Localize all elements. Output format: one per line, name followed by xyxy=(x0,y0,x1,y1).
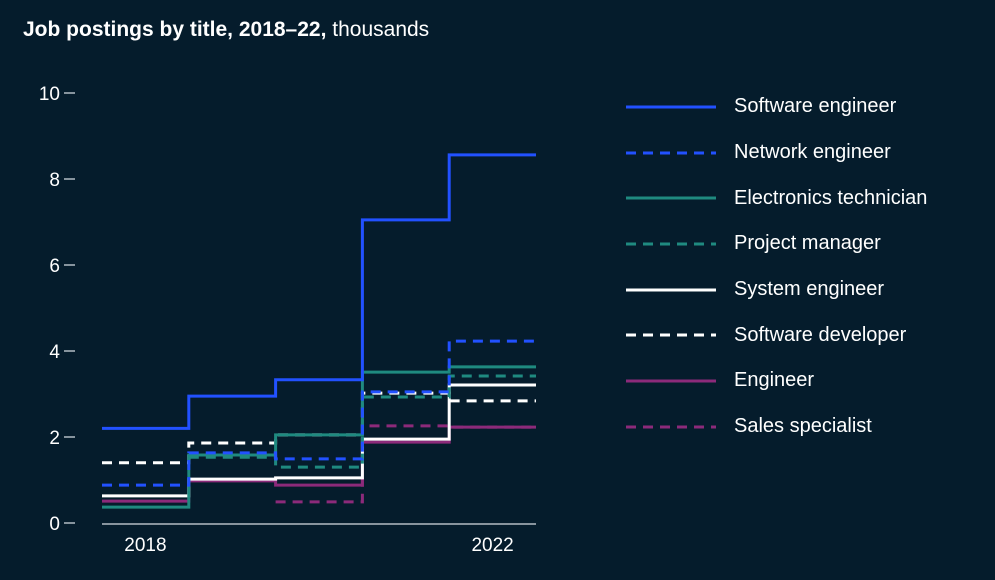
chart-title-unit: thousands xyxy=(326,18,430,41)
legend-swatch-project-manager xyxy=(626,242,716,246)
y-axis: 0 2 4 6 8 10 xyxy=(39,84,75,535)
y-tick-label-2: 2 xyxy=(49,428,60,449)
legend-label-sales-specialist: Sales specialist xyxy=(734,415,872,438)
x-tick-label-2018: 2018 xyxy=(124,535,166,556)
legend: Software engineer Network engineer Electro… xyxy=(626,84,927,450)
chart-title: Job postings by title, 2018–22, thousand… xyxy=(23,18,429,42)
series-group xyxy=(102,153,536,509)
legend-swatch-sales-specialist xyxy=(626,425,716,429)
legend-label-engineer: Engineer xyxy=(734,369,815,392)
series-line-network-engineer xyxy=(102,339,536,487)
y-tick-label-6: 6 xyxy=(49,256,60,277)
legend-label-software-developer: Software developer xyxy=(734,323,907,346)
series-line-software-engineer xyxy=(102,153,536,430)
x-tick-label-2022: 2022 xyxy=(471,535,513,556)
legend-swatch-electronics-technician xyxy=(626,196,716,200)
legend-item-software-engineer: Software engineer xyxy=(626,84,927,130)
series-line-sales-specialist xyxy=(275,424,536,504)
legend-label-system-engineer: System engineer xyxy=(734,278,885,301)
y-tick-label-8: 8 xyxy=(49,170,60,191)
legend-item-system-engineer: System engineer xyxy=(626,267,927,313)
y-tick-label-4: 4 xyxy=(49,342,60,363)
legend-item-project-manager: Project manager xyxy=(626,221,927,267)
legend-item-software-developer: Software developer xyxy=(626,312,927,358)
legend-swatch-software-developer xyxy=(626,333,716,337)
legend-swatch-network-engineer xyxy=(626,151,716,155)
legend-item-network-engineer: Network engineer xyxy=(626,130,927,176)
legend-item-sales-specialist: Sales specialist xyxy=(626,404,927,450)
legend-item-engineer: Engineer xyxy=(626,358,927,404)
y-tick-label-0: 0 xyxy=(49,514,60,535)
legend-swatch-system-engineer xyxy=(626,288,716,292)
legend-item-electronics-technician: Electronics technician xyxy=(626,175,927,221)
legend-label-network-engineer: Network engineer xyxy=(734,141,891,164)
legend-label-electronics-technician: Electronics technician xyxy=(734,186,928,209)
chart-title-main: Job postings by title, 2018–22, xyxy=(23,18,327,41)
y-tick-label-10: 10 xyxy=(39,84,60,105)
legend-swatch-software-engineer xyxy=(626,105,716,109)
series-line-engineer xyxy=(102,425,536,503)
x-axis: 2018 2022 xyxy=(102,523,536,556)
legend-label-software-engineer: Software engineer xyxy=(734,95,897,118)
legend-label-project-manager: Project manager xyxy=(734,232,881,255)
legend-swatch-engineer xyxy=(626,379,716,383)
